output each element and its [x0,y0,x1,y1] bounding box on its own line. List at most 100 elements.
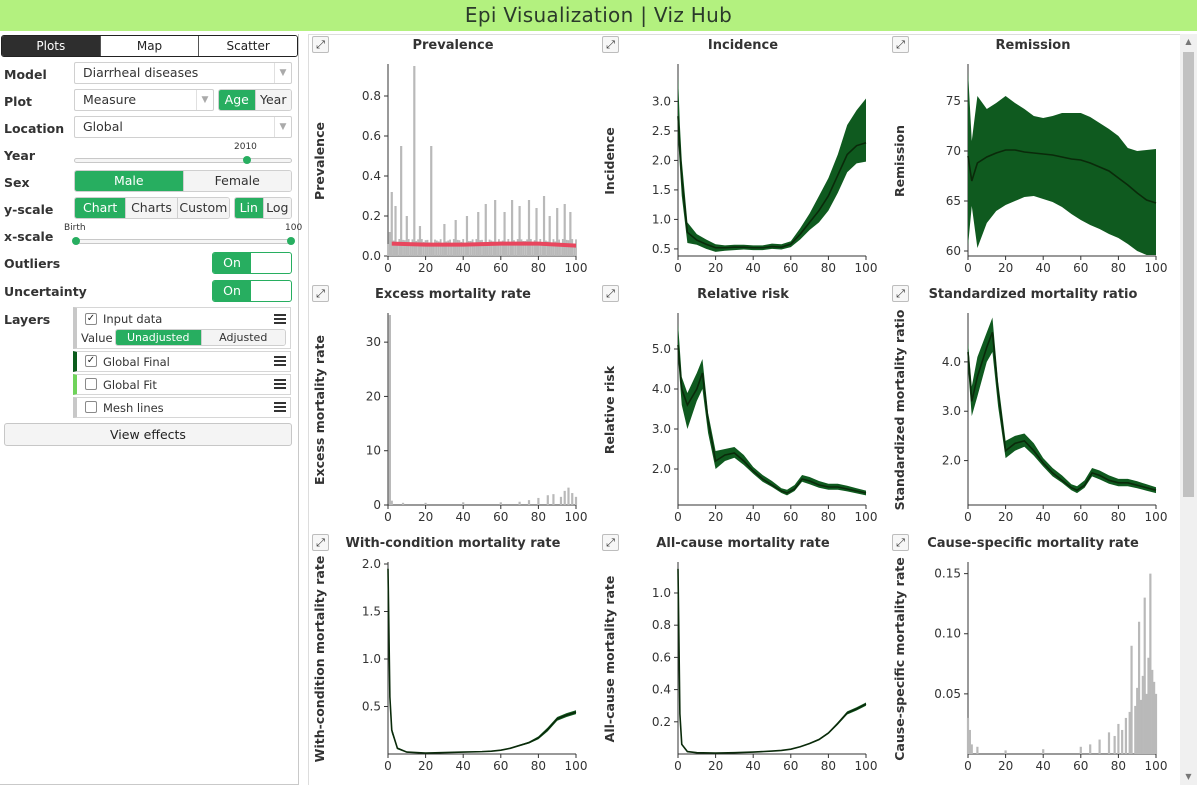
outliers-toggle[interactable]: On [212,252,292,274]
x-tick-label: 80 [531,510,546,524]
year-slider[interactable] [74,158,292,163]
expand-icon[interactable]: ⤢ [312,285,329,302]
expand-icon[interactable]: ⤢ [312,36,329,53]
global-fit-checkbox[interactable] [85,378,97,390]
xscale-max-handle[interactable] [287,237,295,245]
chart-scale-button[interactable]: Chart [75,198,127,218]
lin-button[interactable]: Lin [235,198,264,218]
data-bar [545,240,547,256]
yscale-mode-toggle: Chart Charts Custom [74,197,230,219]
tab-plots[interactable]: Plots [2,36,101,56]
outliers-label: Outliers [4,256,61,271]
yscale-label: y-scale [4,202,54,217]
mesh-lines-checkbox[interactable] [85,401,97,413]
data-bar [475,239,478,256]
data-bar [407,239,410,256]
female-button[interactable]: Female [183,171,291,191]
expand-icon[interactable]: ⤢ [602,285,619,302]
expand-icon[interactable]: ⤢ [892,36,909,53]
y-tick-label: 0.6 [362,129,381,143]
prevalence-estimate-band [391,241,576,248]
data-bar [449,239,451,256]
plot-select[interactable]: Measure ▼ [74,89,214,111]
hamburger-menu-icon[interactable] [274,379,286,389]
data-bar [420,239,423,256]
xscale-min-handle[interactable] [72,237,80,245]
data-bar [498,239,500,256]
xscale-slider[interactable] [74,239,292,244]
data-bar [513,240,515,256]
uncertainty-toggle[interactable]: On [212,280,292,302]
expand-icon[interactable]: ⤢ [602,36,619,53]
year-button[interactable]: Year [255,90,291,110]
uncertainty-band [678,74,866,252]
unadjusted-button[interactable]: Unadjusted [116,330,202,345]
chart-panel-cause-specific-mortality: ⤢ Cause-specific mortality rate 0 20 40 60 80 1… [888,534,1178,782]
input-data-label: Input data [103,312,163,326]
data-bar [537,242,540,256]
global-final-checkbox[interactable]: ✓ [85,355,97,367]
x-tick-label: 0 [964,759,972,773]
hamburger-menu-icon[interactable] [274,356,286,366]
x-tick-label: 60 [783,510,798,524]
expand-icon[interactable]: ⤢ [602,534,619,551]
data-bar [432,242,435,256]
data-bar [546,241,549,256]
uncertainty-band [388,564,576,754]
chart-svg: 0 20 40 60 80 100 2.0 3.0 4.0 5.0 Relative risk [602,313,877,524]
charts-scale-button[interactable]: Charts [126,198,178,218]
chevron-down-icon: ▼ [274,117,291,137]
year-slider-handle[interactable] [243,156,251,164]
scrollbar-thumb[interactable] [1183,52,1194,497]
location-select[interactable]: Global ▼ [74,116,292,138]
chart-svg: 0 20 40 60 80 100 0.05 0.10 0.15 Cause-specific m… [892,557,1167,773]
hamburger-menu-icon[interactable] [274,314,286,324]
scroll-down-icon[interactable]: ▼ [1185,772,1192,781]
uncertainty-band [968,317,1156,494]
expand-icon[interactable]: ⤢ [892,534,909,551]
x-tick-label: 100 [1145,510,1168,524]
input-data-checkbox[interactable]: ✓ [85,313,97,325]
data-bar [434,239,436,256]
chart-title: Cause-specific mortality rate [927,536,1139,551]
tab-map[interactable]: Map [100,36,200,56]
data-bar [481,239,483,256]
log-button[interactable]: Log [263,198,291,218]
tab-scatter[interactable]: Scatter [199,36,297,56]
model-select[interactable]: Diarrheal diseases ▼ [74,62,292,84]
x-tick-label: 60 [783,261,798,275]
y-tick-label: 4.0 [652,382,671,396]
data-bar [451,242,453,256]
y-tick-label: 1.0 [652,586,671,600]
y-axis-label: Incidence [602,127,617,194]
scroll-up-icon[interactable]: ▲ [1185,37,1192,46]
vertical-scrollbar[interactable]: ▲ ▼ [1180,34,1197,785]
data-bar [492,241,495,256]
model-select-value: Diarrheal diseases [83,65,199,80]
hamburger-menu-icon[interactable] [274,402,286,412]
estimate-line [387,568,577,754]
x-tick-label: 60 [493,510,508,524]
data-bar [404,240,406,256]
view-effects-button[interactable]: View effects [4,423,292,446]
estimate-line [677,344,867,494]
age-button[interactable]: Age [219,90,256,110]
model-label: Model [4,67,47,82]
data-bar [387,244,389,256]
x-tick-label: 0 [674,759,682,773]
x-tick-label: 0 [674,510,682,524]
data-bar [411,239,414,256]
y-axis-label: Standardized mortality ratio [892,309,907,510]
x-tick-label: 60 [1073,510,1088,524]
male-button[interactable]: Male [75,171,184,191]
y-axis-label: Remission [892,125,907,197]
data-bar [473,243,476,256]
chart-panel-incidence: ⤢ Incidence 0 20 40 60 80 100 0.5 1.0 1.5 2.0 2.5 3.0… [598,36,888,284]
data-bar [554,241,557,256]
expand-icon[interactable]: ⤢ [892,285,909,302]
expand-icon[interactable]: ⤢ [312,534,329,551]
data-bar [558,239,560,256]
adjusted-button[interactable]: Adjusted [201,330,285,345]
custom-scale-button[interactable]: Custom [177,198,229,218]
x-tick-label: 20 [708,510,723,524]
